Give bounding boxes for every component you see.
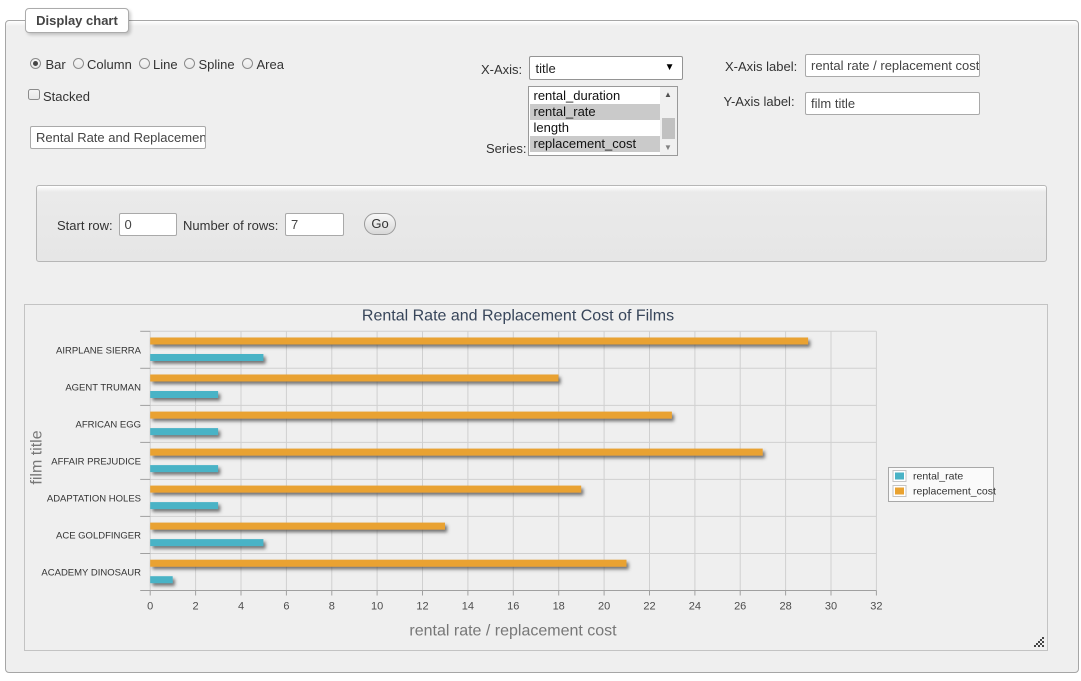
svg-text:18: 18 <box>553 601 565 613</box>
svg-text:AIRPLANE SIERRA: AIRPLANE SIERRA <box>56 345 142 356</box>
svg-text:32: 32 <box>870 601 882 613</box>
svg-text:2: 2 <box>193 601 199 613</box>
svg-text:12: 12 <box>416 601 428 613</box>
svg-text:replacement_cost: replacement_cost <box>913 486 996 498</box>
svg-text:14: 14 <box>462 601 474 613</box>
svg-text:film title: film title <box>29 430 46 484</box>
svg-text:AFFAIR PREJUDICE: AFFAIR PREJUDICE <box>51 456 141 467</box>
svg-text:26: 26 <box>734 601 746 613</box>
svg-text:16: 16 <box>507 601 519 613</box>
svg-text:AGENT TRUMAN: AGENT TRUMAN <box>65 382 141 393</box>
svg-text:28: 28 <box>779 601 791 613</box>
svg-text:ACE GOLDFINGER: ACE GOLDFINGER <box>56 531 141 542</box>
svg-text:4: 4 <box>238 601 244 613</box>
svg-text:Rental Rate and Replacement Co: Rental Rate and Replacement Cost of Film… <box>362 308 674 325</box>
svg-text:ACADEMY DINOSAUR: ACADEMY DINOSAUR <box>41 568 141 579</box>
svg-text:20: 20 <box>598 601 610 613</box>
svg-text:ADAPTATION HOLES: ADAPTATION HOLES <box>47 493 141 504</box>
svg-text:30: 30 <box>825 601 837 613</box>
svg-text:rental_rate: rental_rate <box>913 471 963 483</box>
svg-text:0: 0 <box>147 601 153 613</box>
svg-text:AFRICAN EGG: AFRICAN EGG <box>76 419 141 430</box>
svg-text:10: 10 <box>371 601 383 613</box>
svg-text:rental rate / replacement cost: rental rate / replacement cost <box>409 623 617 640</box>
svg-text:8: 8 <box>329 601 335 613</box>
svg-text:6: 6 <box>283 601 289 613</box>
svg-text:24: 24 <box>689 601 701 613</box>
svg-text:22: 22 <box>643 601 655 613</box>
